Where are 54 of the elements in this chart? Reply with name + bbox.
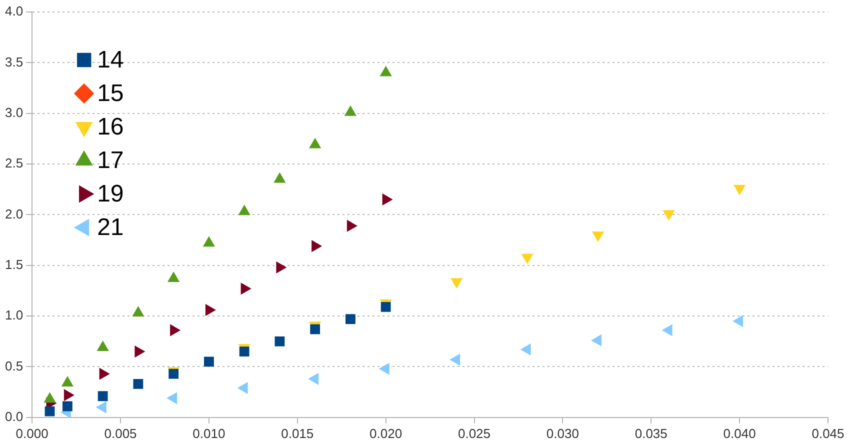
- point: [204, 356, 214, 367]
- legend-label: 15: [97, 80, 124, 108]
- point: [662, 324, 672, 336]
- point: [344, 105, 357, 116]
- point: [380, 66, 392, 76]
- point: [132, 306, 144, 317]
- x-tick-label: 0.040: [723, 426, 756, 441]
- x-tick-label: 0.010: [192, 426, 226, 441]
- point: [205, 304, 216, 316]
- point: [274, 172, 286, 183]
- x-tick-label: 0.045: [812, 426, 844, 441]
- legend-label: 21: [97, 214, 124, 242]
- legend-label: 16: [97, 114, 124, 141]
- point: [450, 354, 460, 366]
- point: [98, 391, 108, 402]
- x-tick-label: 0.005: [104, 426, 137, 441]
- point: [310, 324, 320, 334]
- point: [308, 372, 319, 385]
- point: [520, 343, 531, 356]
- y-tick-label: 1.0: [4, 308, 24, 323]
- y-tick-label: 1.5: [4, 256, 24, 272]
- point: [99, 368, 110, 380]
- point: [378, 362, 390, 375]
- point: [202, 236, 216, 247]
- y-tick-label: 2.5: [4, 156, 24, 171]
- point: [44, 406, 55, 416]
- point: [309, 138, 322, 148]
- point: [64, 389, 74, 402]
- point: [274, 336, 285, 346]
- point: [380, 302, 391, 312]
- y-tick-label: 0.0: [4, 408, 24, 424]
- legend-label: 17: [97, 147, 124, 174]
- y-tick-label: 3.5: [4, 54, 24, 70]
- x-tick-label: 0.035: [634, 426, 668, 441]
- point: [732, 315, 744, 328]
- y-tick-label: 3.0: [4, 104, 24, 120]
- point: [345, 314, 356, 324]
- point: [134, 345, 146, 358]
- point: [62, 401, 72, 412]
- point: [168, 272, 180, 282]
- x-tick-label: 0.025: [458, 426, 491, 441]
- y-tick-label: 2.0: [4, 206, 24, 222]
- legend-label: 14: [97, 46, 124, 74]
- point: [133, 379, 144, 389]
- x-tick-label: 0.000: [16, 426, 48, 441]
- y-tick-label: 0.5: [4, 358, 24, 374]
- legend-label: 19: [97, 180, 124, 208]
- y-tick-label: 4.0: [4, 4, 24, 19]
- x-tick-label: 0.015: [281, 426, 314, 441]
- point: [239, 346, 250, 356]
- point: [591, 334, 602, 346]
- x-tick-label: 0.030: [546, 426, 579, 441]
- x-tick-label: 0.020: [370, 426, 402, 441]
- point: [238, 204, 250, 216]
